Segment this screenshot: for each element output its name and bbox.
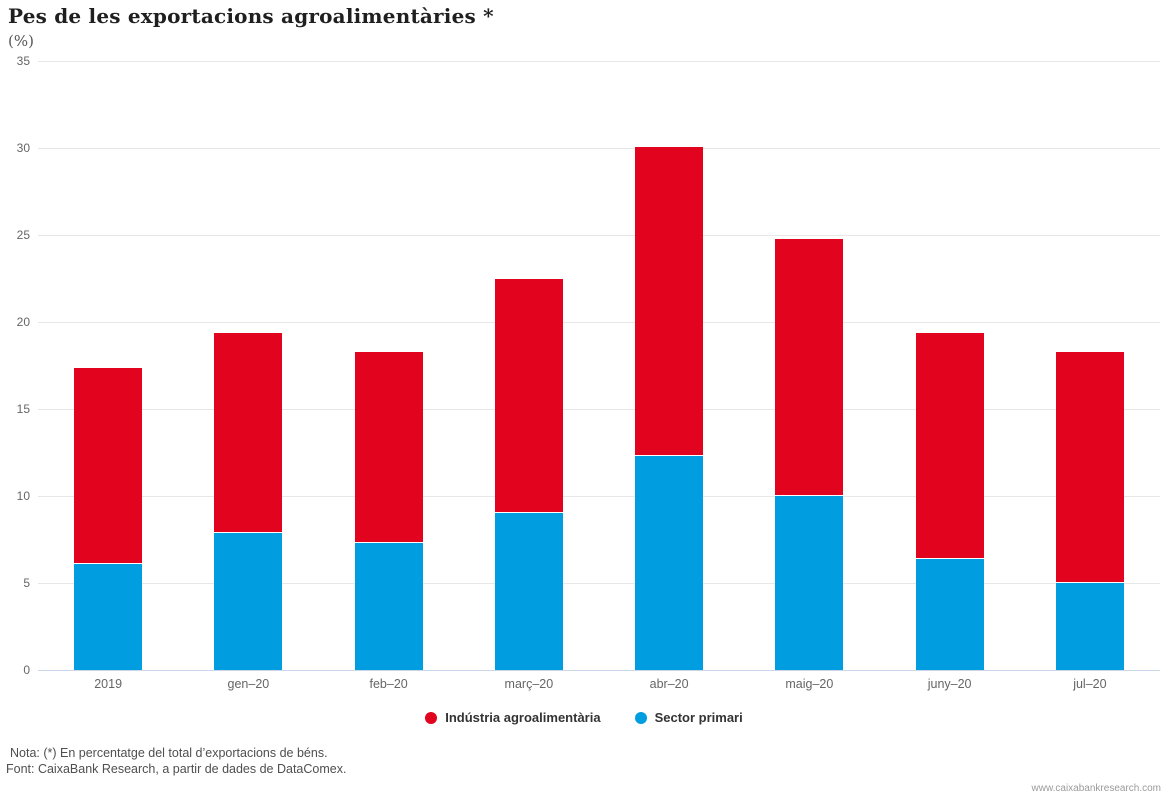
source-line: Font: CaixaBank Research, a partir de da…	[6, 762, 347, 777]
bar-segment-sector-primari[interactable]	[354, 542, 423, 670]
bar-segment-industria-agroalimentaria[interactable]	[775, 239, 844, 496]
chart-title: Pes de les exportacions agroalimentàries…	[8, 4, 494, 28]
y-axis-label: 15	[16, 402, 30, 416]
footnotes: Nota: (*) En percentatge del total d’exp…	[6, 745, 346, 778]
bar-segment-industria-agroalimentaria[interactable]	[214, 333, 283, 533]
unit-label: (%)	[8, 32, 34, 50]
bar-segment-sector-primari[interactable]	[775, 496, 844, 670]
bar-segment-sector-primari[interactable]	[74, 563, 143, 670]
bar-juny–20	[880, 61, 1020, 670]
bar-gen–20	[178, 61, 318, 670]
bar-segment-sector-primari[interactable]	[635, 455, 704, 670]
bar-2019	[38, 61, 178, 670]
legend-item-sector-primari[interactable]: Sector primari	[634, 710, 743, 725]
y-axis-label: 30	[16, 141, 30, 155]
bars-layer	[38, 61, 1160, 670]
legend-label: Indústria agroalimentària	[445, 710, 601, 725]
x-axis-labels: 2019 gen–20 feb–20 març–20 abr–20 maig–20 juny…	[38, 677, 1160, 691]
x-axis-label: gen–20	[227, 677, 270, 691]
bar-segment-industria-agroalimentaria[interactable]	[354, 352, 423, 543]
y-axis-label: 10	[16, 489, 30, 503]
bar-maig–20	[739, 61, 879, 670]
x-axis-label: maig–20	[785, 677, 834, 691]
y-axis-label: 0	[23, 663, 30, 677]
legend-marker-icon	[634, 711, 647, 724]
y-axis-label: 20	[16, 315, 30, 329]
legend-item-industria-agroalimentaria[interactable]: Indústria agroalimentària	[425, 710, 601, 725]
x-axis-label: jul–20	[1073, 677, 1107, 691]
bar-segment-sector-primari[interactable]	[214, 532, 283, 670]
note-line: Nota: (*) En percentatge del total d’exp…	[10, 746, 328, 760]
y-axis-label: 5	[23, 576, 30, 590]
x-axis-label: feb–20	[369, 677, 408, 691]
gridline	[38, 496, 1160, 497]
y-axis-label: 35	[16, 54, 30, 68]
legend-label: Sector primari	[654, 710, 743, 725]
bar-jul–20	[1020, 61, 1160, 670]
gridline	[38, 409, 1160, 410]
bar-segment-industria-agroalimentaria[interactable]	[494, 279, 563, 514]
bar-segment-industria-agroalimentaria[interactable]	[915, 333, 984, 559]
bar-feb–20	[319, 61, 459, 670]
y-axis-label: 25	[16, 228, 30, 242]
bar-segment-industria-agroalimentaria[interactable]	[74, 368, 143, 564]
legend: Indústria agroalimentària Sector primari	[0, 710, 1168, 725]
x-axis-label: abr–20	[649, 677, 689, 691]
x-axis-line	[38, 670, 1160, 671]
watermark: www.caixabankresearch.com	[1031, 783, 1162, 794]
legend-marker-icon	[425, 711, 438, 724]
bar-segment-sector-primari[interactable]	[1055, 583, 1124, 670]
gridline	[38, 322, 1160, 323]
bar-segment-industria-agroalimentaria[interactable]	[1055, 352, 1124, 583]
bar-segment-sector-primari[interactable]	[494, 513, 563, 670]
x-axis-label: març–20	[504, 677, 554, 691]
gridline	[38, 235, 1160, 236]
bar-segment-sector-primari[interactable]	[915, 558, 984, 670]
plot-area: 0 5 10 15 20 25 30 35	[17, 54, 1160, 677]
gridline	[38, 148, 1160, 149]
bar-març–20	[459, 61, 599, 670]
bar-segment-industria-agroalimentaria[interactable]	[635, 147, 704, 456]
gridline	[38, 61, 1160, 62]
bar-abr–20	[599, 61, 739, 670]
x-axis-label: 2019	[94, 677, 123, 691]
gridline	[38, 583, 1160, 584]
x-axis-label: juny–20	[927, 677, 972, 691]
